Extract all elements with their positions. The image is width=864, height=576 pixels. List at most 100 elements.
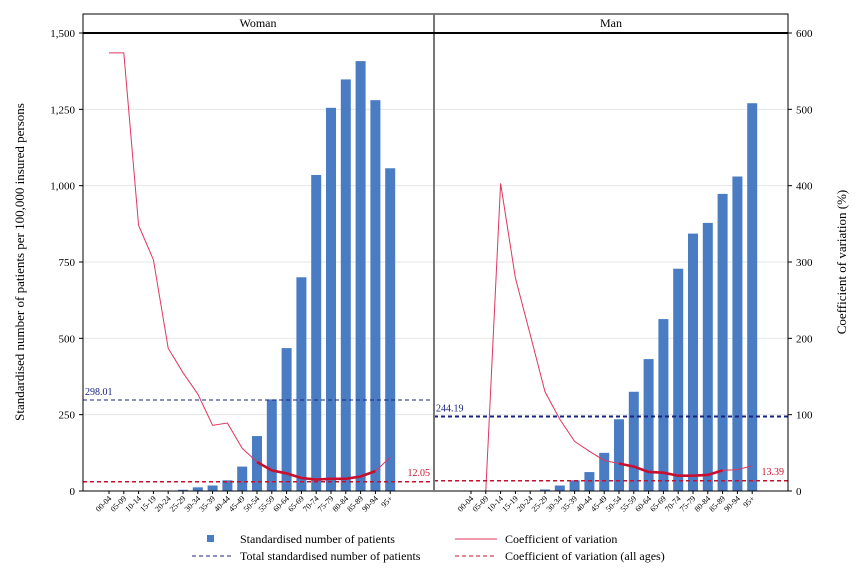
- bar-man-40-44: [584, 472, 595, 491]
- x-tick-label-woman-95+: 95+: [379, 494, 395, 510]
- x-tick-label-man-50-54: 50-54: [604, 494, 624, 514]
- panel-title-man: Man: [600, 16, 622, 30]
- legend-label-total-ref: Total standardised number of patients: [240, 549, 421, 563]
- bar-man-65-69: [658, 319, 669, 491]
- x-tick-label-woman-65-69: 65-69: [286, 494, 306, 514]
- x-tick-label-man-85-89: 85-89: [707, 494, 727, 514]
- bar-woman-75-79: [326, 107, 336, 491]
- x-tick-label-man-25-29: 25-29: [530, 494, 550, 514]
- bar-man-85-89: [717, 193, 728, 492]
- x-tick-label-man-80-84: 80-84: [693, 494, 713, 514]
- x-tick-label-woman-45-49: 45-49: [227, 494, 247, 514]
- x-tick-label-man-60-64: 60-64: [633, 494, 653, 514]
- bar-man-95+: [747, 103, 758, 491]
- bar-man-75-79: [688, 233, 698, 491]
- x-tick-label-woman-25-29: 25-29: [168, 494, 188, 514]
- x-tick-label-man-45-49: 45-49: [589, 494, 609, 514]
- cv-line-highlight-man: [618, 462, 723, 478]
- bar-woman-40-44: [222, 480, 233, 491]
- bar-man-30-34: [554, 485, 565, 491]
- bar-woman-70-74: [311, 174, 322, 492]
- x-tick-label-woman-10-14: 10-14: [123, 494, 143, 514]
- x-tick-label-woman-60-64: 60-64: [271, 494, 291, 514]
- bar-woman-90-94: [370, 100, 381, 491]
- bar-woman-65-69: [296, 277, 307, 491]
- cv-line-highlight-woman: [256, 460, 376, 481]
- bar-man-35-39: [569, 480, 580, 491]
- x-tick-label-woman-80-84: 80-84: [331, 494, 351, 514]
- y2-axis-title: Coefficient of variation (%): [834, 190, 849, 335]
- bar-man-25-29: [540, 489, 550, 491]
- x-tick-label-woman-70-74: 70-74: [301, 494, 321, 514]
- y-tick-label-250: 250: [59, 410, 76, 422]
- cv-ref-label-woman: 12.05: [408, 468, 431, 479]
- axes: 00-0405-0910-1415-1920-2425-2930-3435-39…: [50, 14, 813, 514]
- bar-woman-55-59: [266, 399, 277, 491]
- bar-woman-80-84: [340, 79, 351, 491]
- bar-man-45-49: [599, 452, 610, 491]
- bar-man-80-84: [702, 222, 713, 491]
- y2-tick-label-400: 400: [796, 181, 813, 193]
- x-tick-label-woman-20-24: 20-24: [153, 494, 173, 514]
- y-tick-label-750: 750: [59, 257, 76, 269]
- cv-lines: [109, 52, 753, 492]
- x-tick-label-woman-55-59: 55-59: [257, 494, 277, 514]
- x-tick-label-man-10-14: 10-14: [485, 494, 505, 514]
- bar-woman-85-89: [355, 61, 366, 491]
- y2-tick-label-500: 500: [796, 104, 813, 116]
- x-tick-label-woman-15-19: 15-19: [138, 494, 158, 514]
- x-tick-label-man-20-24: 20-24: [515, 494, 535, 514]
- x-tick-label-man-40-44: 40-44: [574, 494, 594, 514]
- x-tick-label-woman-90-94: 90-94: [360, 494, 380, 514]
- bar-woman-45-49: [237, 466, 248, 491]
- bar-woman-50-54: [252, 436, 262, 491]
- x-tick-label-woman-30-34: 30-34: [183, 494, 203, 514]
- bar-man-70-74: [673, 268, 684, 491]
- y-tick-label-1000: 1,000: [50, 181, 75, 193]
- y2-tick-label-0: 0: [796, 486, 802, 498]
- bar-woman-30-34: [192, 487, 203, 491]
- bar-man-55-59: [628, 391, 639, 491]
- x-tick-label-man-30-34: 30-34: [545, 494, 565, 514]
- y2-tick-label-200: 200: [796, 333, 813, 345]
- legend-label-cv-ref: Coefficient of variation (all ages): [505, 549, 665, 563]
- x-tick-label-woman-75-79: 75-79: [316, 494, 336, 514]
- y2-tick-label-600: 600: [796, 28, 813, 40]
- bar-woman-35-39: [207, 485, 218, 491]
- x-tick-label-woman-85-89: 85-89: [345, 494, 365, 514]
- x-tick-label-woman-35-39: 35-39: [197, 494, 217, 514]
- reference-lines: 298.01 12.05 244.19 13.39: [83, 387, 788, 483]
- y2-tick-label-100: 100: [796, 410, 813, 422]
- y2-tick-label-300: 300: [796, 257, 813, 269]
- total-ref-label-woman: 298.01: [85, 387, 113, 398]
- x-tick-label-woman-40-44: 40-44: [212, 494, 232, 514]
- y-tick-label-1250: 1,250: [50, 104, 75, 116]
- x-tick-label-woman-50-54: 50-54: [242, 494, 262, 514]
- x-tick-label-man-15-19: 15-19: [500, 494, 520, 514]
- x-tick-label-man-90-94: 90-94: [722, 494, 742, 514]
- x-tick-label-man-55-59: 55-59: [619, 494, 639, 514]
- legend: Standardised number of patients Coeffici…: [192, 532, 665, 563]
- x-tick-label-man-05-09: 05-09: [471, 494, 491, 514]
- panels-frame: Woman Man: [82, 13, 789, 34]
- x-tick-label-woman-05-09: 05-09: [109, 494, 129, 514]
- bars: [178, 61, 758, 492]
- y-axis-title: Standardised number of patients per 100,…: [12, 103, 27, 421]
- x-tick-label-man-65-69: 65-69: [648, 494, 668, 514]
- y-tick-label-0: 0: [70, 486, 76, 498]
- x-tick-label-man-35-39: 35-39: [559, 494, 579, 514]
- x-tick-label-man-95+: 95+: [741, 494, 757, 510]
- bar-man-50-54: [614, 419, 624, 491]
- x-tick-label-man-70-74: 70-74: [663, 494, 683, 514]
- bar-man-90-94: [732, 176, 743, 492]
- legend-label-bars: Standardised number of patients: [240, 532, 395, 546]
- bar-woman-25-29: [178, 489, 188, 491]
- panel-title-woman: Woman: [239, 16, 276, 30]
- cv-ref-label-man: 13.39: [762, 467, 785, 478]
- legend-bar-swatch: [207, 535, 214, 542]
- bar-man-60-64: [643, 359, 654, 491]
- x-tick-label-man-75-79: 75-79: [678, 494, 698, 514]
- x-tick-label-man-00-04: 00-04: [456, 494, 476, 514]
- y-tick-label-1500: 1,500: [50, 28, 75, 40]
